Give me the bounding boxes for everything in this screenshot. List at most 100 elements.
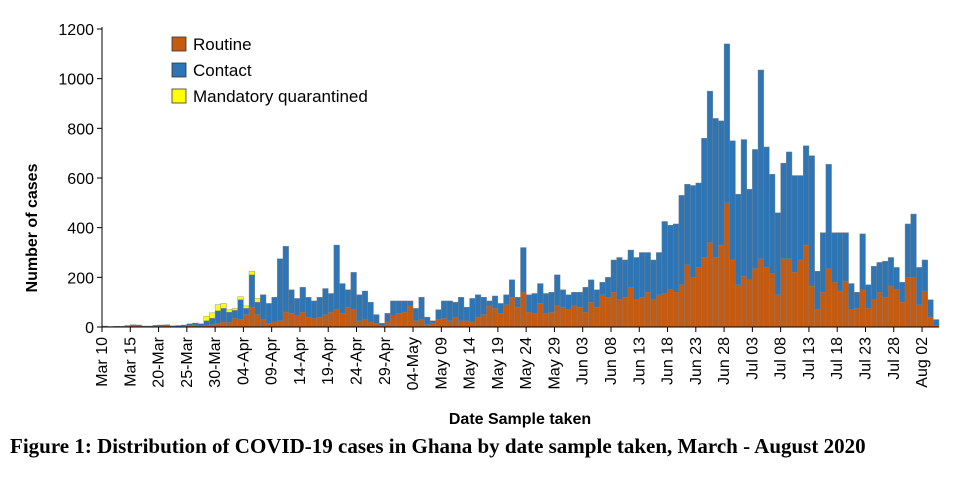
bar-contact [537, 283, 544, 304]
bar-routine [893, 289, 900, 328]
bar-routine [237, 319, 244, 328]
bar-routine [853, 308, 861, 328]
bar-contact [565, 294, 572, 310]
bar-contact [622, 259, 629, 298]
figure-caption: Figure 1: Distribution of COVID-19 cases… [10, 434, 866, 458]
bar-routine [231, 318, 238, 328]
bar-contact [916, 267, 923, 305]
bar-routine [599, 294, 606, 328]
y-tick-label: 1200 [58, 22, 94, 39]
bar-routine [808, 285, 815, 328]
bar-contact [412, 308, 419, 322]
bar-routine [740, 275, 747, 328]
bar-routine [497, 313, 504, 328]
y-tick-label: 800 [67, 121, 94, 138]
bar-contact [814, 270, 821, 310]
x-tick-label: May 19 [490, 337, 507, 390]
bar-routine [571, 305, 578, 328]
bar-contact [593, 289, 600, 308]
bar-contact [933, 319, 940, 326]
x-tick-label: May 09 [433, 337, 450, 390]
bar-routine [701, 257, 708, 328]
bar-contact [791, 175, 798, 273]
bar-contact [701, 138, 708, 258]
y-tick-label: 0 [85, 320, 94, 337]
bar-contact [407, 300, 414, 307]
bar-routine [684, 264, 691, 328]
bar-contact [763, 146, 770, 268]
bar-routine [412, 320, 419, 328]
bar-routine [328, 311, 335, 328]
bar-routine [921, 290, 928, 328]
bar-routine [588, 301, 595, 328]
bar-routine [661, 293, 668, 328]
bar-routine [492, 308, 499, 328]
bar-routine [260, 319, 267, 328]
bar-contact [480, 297, 487, 315]
bar-contact [797, 175, 804, 261]
legend-label: Mandatory quarantined [193, 87, 368, 106]
bar-contact [101, 325, 108, 327]
bar-routine [769, 273, 776, 328]
x-tick-label: Jul 08 [773, 337, 790, 380]
bar-contact [497, 303, 504, 314]
bar-contact [192, 322, 199, 326]
x-tick-label: Jul 28 [886, 337, 903, 380]
bar-routine [435, 319, 442, 328]
bar-routine [718, 244, 725, 328]
bar-contact [147, 325, 154, 327]
bar-routine [429, 323, 436, 328]
bar-routine [277, 320, 284, 328]
bar-contact [299, 287, 306, 313]
bar-contact [294, 298, 301, 317]
bar-routine [446, 320, 453, 328]
bar-contact [870, 265, 878, 300]
bar-routine [803, 244, 810, 328]
bar-contact [576, 292, 583, 308]
bar-contact [248, 274, 255, 308]
bar-contact [893, 267, 900, 290]
bar-contact [706, 90, 713, 243]
bar-routine [656, 294, 663, 328]
x-tick-label: May 24 [518, 337, 535, 390]
bar-routine [339, 313, 346, 328]
bar-routine [791, 272, 798, 328]
bar-routine [373, 323, 380, 328]
bar-routine [418, 319, 425, 328]
bar-mandatory-quarantined [220, 303, 227, 309]
bar-contact [141, 325, 148, 327]
bar-routine [288, 313, 295, 328]
bar-contact [350, 272, 357, 310]
bar-contact [610, 259, 617, 293]
bar-routine [356, 320, 363, 328]
bar-routine [887, 285, 894, 328]
bar-routine [746, 279, 753, 328]
bar-routine [616, 299, 623, 328]
x-axis-title: Date Sample taken [449, 411, 591, 428]
bar-contact [650, 259, 657, 300]
bar-routine [786, 258, 793, 328]
y-tick-label: 600 [67, 171, 94, 188]
bar-contact [395, 300, 402, 314]
bar-contact [390, 300, 397, 317]
bar-contact [265, 303, 272, 324]
bar-routine [508, 297, 516, 328]
bar-contact [486, 300, 493, 307]
bar-contact [752, 149, 759, 269]
bar-routine [622, 297, 629, 328]
bar-contact [231, 310, 238, 319]
bar-routine [554, 305, 561, 328]
bar-routine [311, 318, 318, 328]
legend-label: Routine [193, 35, 252, 54]
bar-contact [243, 308, 250, 315]
bar-contact [311, 300, 318, 319]
bar-routine [520, 292, 527, 328]
bar-contact [333, 244, 340, 310]
bar-routine [407, 305, 414, 328]
bar-routine [904, 277, 911, 328]
bar-contact [673, 223, 680, 293]
x-tick-label: Jul 18 [829, 337, 846, 380]
bar-contact [401, 300, 408, 313]
bar-routine [361, 319, 369, 328]
bar-routine [729, 259, 736, 328]
